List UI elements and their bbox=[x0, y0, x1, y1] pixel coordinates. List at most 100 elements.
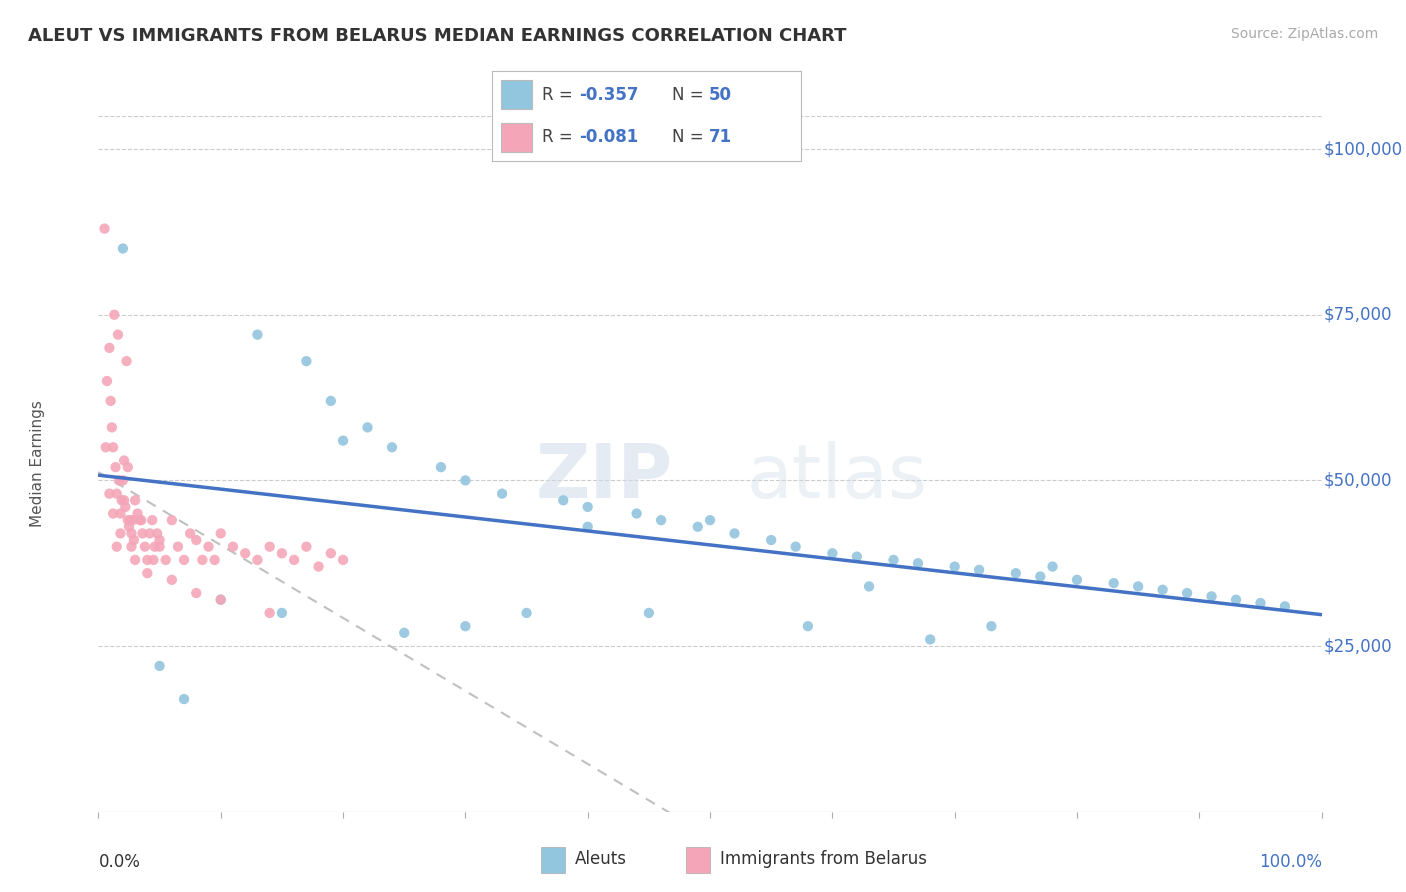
Point bbox=[637, 606, 661, 620]
Point bbox=[332, 553, 354, 567]
Point bbox=[124, 553, 146, 567]
Point bbox=[1249, 596, 1271, 610]
Point bbox=[121, 513, 143, 527]
Point bbox=[319, 546, 342, 560]
Bar bbox=[502, 123, 533, 152]
Point bbox=[127, 507, 149, 521]
Point bbox=[883, 553, 905, 567]
Point bbox=[118, 520, 141, 534]
Text: -0.081: -0.081 bbox=[579, 128, 638, 146]
Point bbox=[108, 474, 131, 488]
Text: Median Earnings: Median Earnings bbox=[30, 401, 45, 527]
Point bbox=[115, 354, 138, 368]
Point bbox=[723, 526, 745, 541]
Text: Aleuts: Aleuts bbox=[575, 849, 627, 868]
Point bbox=[259, 540, 281, 554]
Point bbox=[797, 619, 820, 633]
Point bbox=[1274, 599, 1296, 614]
Point bbox=[381, 440, 404, 454]
Point bbox=[209, 592, 232, 607]
Point bbox=[785, 540, 807, 554]
Point bbox=[136, 553, 159, 567]
Point bbox=[93, 221, 115, 235]
Point bbox=[100, 393, 122, 408]
Point bbox=[96, 374, 118, 388]
Text: R =: R = bbox=[541, 86, 578, 103]
Point bbox=[858, 579, 880, 593]
Text: $50,000: $50,000 bbox=[1324, 471, 1392, 490]
Point bbox=[576, 520, 599, 534]
Point bbox=[94, 440, 117, 454]
Point bbox=[129, 513, 152, 527]
Point bbox=[295, 540, 318, 554]
Point bbox=[295, 354, 318, 368]
Point bbox=[129, 513, 152, 527]
Point bbox=[626, 507, 648, 521]
Point bbox=[124, 493, 146, 508]
Point bbox=[967, 563, 990, 577]
Point bbox=[107, 327, 129, 342]
Bar bbox=[541, 847, 565, 872]
Point bbox=[270, 606, 294, 620]
Point bbox=[134, 540, 156, 554]
Text: $75,000: $75,000 bbox=[1324, 306, 1392, 324]
Point bbox=[142, 553, 165, 567]
Point bbox=[821, 546, 844, 560]
Point bbox=[117, 513, 139, 527]
Text: -0.357: -0.357 bbox=[579, 86, 638, 103]
Point bbox=[111, 493, 134, 508]
Point bbox=[553, 493, 575, 508]
Point bbox=[173, 553, 195, 567]
Point bbox=[139, 526, 162, 541]
Point bbox=[155, 553, 177, 567]
Point bbox=[117, 460, 139, 475]
Point bbox=[112, 493, 135, 508]
Text: Source: ZipAtlas.com: Source: ZipAtlas.com bbox=[1230, 27, 1378, 41]
Point bbox=[122, 533, 145, 547]
Point bbox=[98, 486, 121, 500]
Point bbox=[1128, 579, 1150, 593]
Point bbox=[105, 486, 128, 500]
Text: atlas: atlas bbox=[747, 442, 928, 515]
Point bbox=[160, 513, 183, 527]
Point bbox=[186, 586, 208, 600]
Point bbox=[179, 526, 201, 541]
Point bbox=[149, 533, 172, 547]
Point bbox=[120, 513, 142, 527]
Point bbox=[101, 420, 124, 434]
Point bbox=[191, 553, 214, 567]
Point bbox=[186, 533, 208, 547]
Point bbox=[204, 553, 226, 567]
Point bbox=[1152, 582, 1174, 597]
Point bbox=[845, 549, 868, 564]
Point bbox=[430, 460, 453, 475]
Point bbox=[222, 540, 245, 554]
Point bbox=[392, 625, 416, 640]
Bar bbox=[502, 80, 533, 109]
Point bbox=[209, 526, 232, 541]
Point bbox=[149, 540, 172, 554]
Bar bbox=[686, 847, 710, 872]
Point bbox=[1066, 573, 1088, 587]
Point bbox=[233, 546, 256, 560]
Point bbox=[686, 520, 709, 534]
Point bbox=[246, 553, 269, 567]
Text: 0.0%: 0.0% bbox=[98, 854, 141, 871]
Point bbox=[120, 526, 142, 541]
Point bbox=[454, 474, 477, 488]
Point bbox=[111, 242, 134, 256]
Point bbox=[1029, 569, 1052, 583]
Point bbox=[101, 507, 124, 521]
Text: Immigrants from Belarus: Immigrants from Belarus bbox=[720, 849, 927, 868]
Point bbox=[131, 526, 153, 541]
Text: 50: 50 bbox=[709, 86, 731, 103]
Text: 100.0%: 100.0% bbox=[1258, 854, 1322, 871]
Point bbox=[1004, 566, 1026, 581]
Point bbox=[110, 507, 132, 521]
Point bbox=[332, 434, 354, 448]
Point bbox=[356, 420, 378, 434]
Point bbox=[907, 556, 929, 570]
Point bbox=[920, 632, 942, 647]
Text: ALEUT VS IMMIGRANTS FROM BELARUS MEDIAN EARNINGS CORRELATION CHART: ALEUT VS IMMIGRANTS FROM BELARUS MEDIAN … bbox=[28, 27, 846, 45]
Point bbox=[699, 513, 721, 527]
